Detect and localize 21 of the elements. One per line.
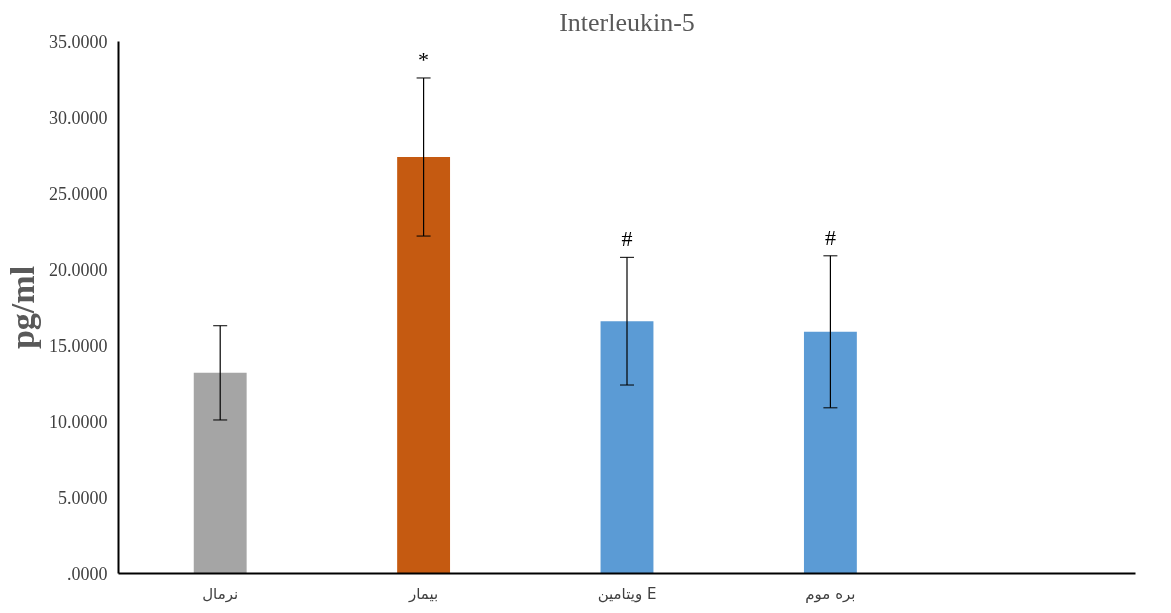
annotation: # — [824, 224, 836, 250]
x-tick-label: بیمار — [408, 584, 439, 603]
y-tick-label: 15.0000 — [49, 336, 108, 356]
x-tick-label: بره موم — [805, 584, 856, 603]
y-tick-label: 35.0000 — [49, 32, 108, 52]
bar — [397, 157, 451, 574]
y-tick-label: 30.0000 — [49, 108, 108, 128]
annotation: * — [418, 46, 430, 72]
y-tick-label: 20.0000 — [49, 260, 108, 280]
chart-title: Interleukin-5 — [559, 7, 695, 37]
annotation: # — [621, 226, 633, 252]
y-axis-title: pg/ml — [4, 265, 41, 350]
y-tick-label: 10.0000 — [49, 412, 108, 432]
bar — [193, 372, 247, 574]
bar — [600, 321, 654, 574]
bar — [803, 331, 857, 574]
y-tick-label: 25.0000 — [49, 184, 108, 204]
y-tick-label: .0000 — [67, 564, 108, 584]
x-tick-label: ویتامین E — [597, 584, 657, 603]
y-tick-label: 5.0000 — [58, 488, 108, 508]
x-tick-label: نرمال — [202, 584, 239, 603]
